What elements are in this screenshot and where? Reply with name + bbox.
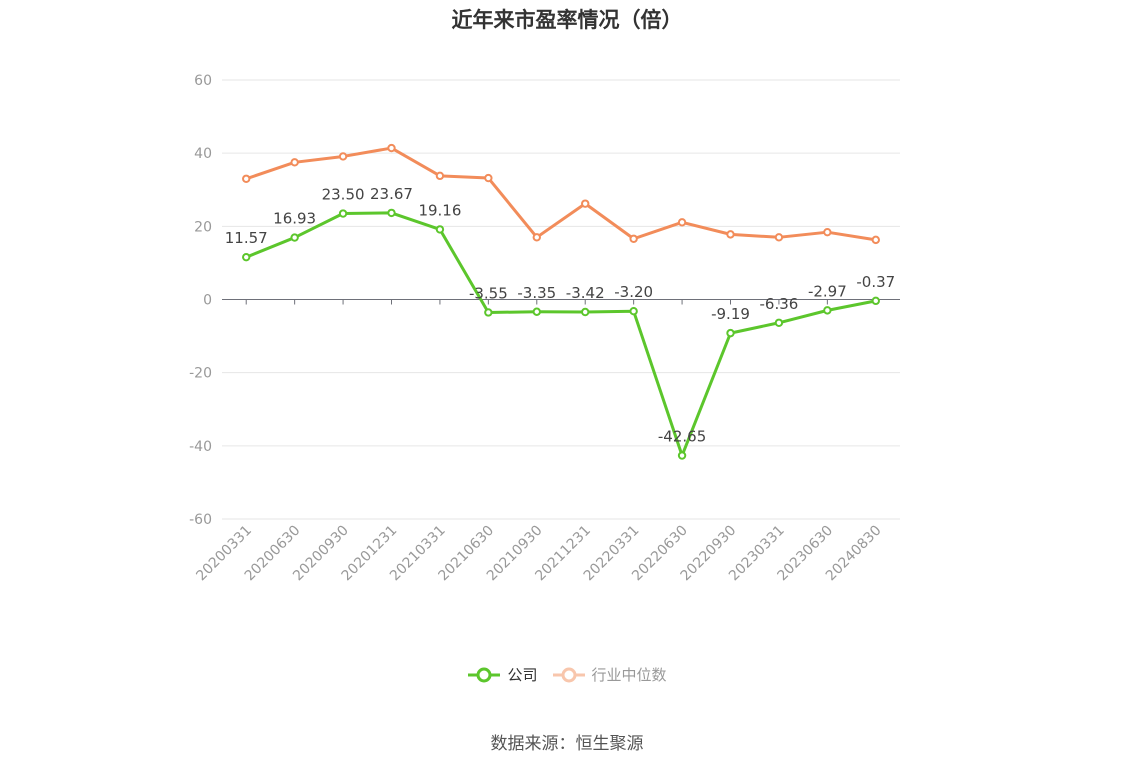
legend: 公司 行业中位数 (0, 664, 1134, 685)
y-tick-label: 40 (194, 146, 212, 162)
industry-point (677, 218, 687, 227)
industry-point (290, 158, 299, 167)
company-data-label: 23.67 (370, 185, 413, 203)
industry-point (387, 143, 396, 153)
industry-point (774, 233, 784, 242)
industry-point (726, 230, 735, 239)
company-point (290, 233, 299, 242)
company-data-label: -3.20 (614, 283, 653, 301)
data-labels: 11.57 16.93 23.50 23.67 19.16 -3.55 -3.35 -3.42… (225, 185, 895, 446)
industry-point (338, 152, 348, 161)
legend-item-industry-median[interactable]: 行业中位数 (552, 664, 667, 685)
company-data-label: -42.65 (658, 428, 706, 446)
industry-point (581, 199, 590, 208)
industry-point (532, 233, 541, 242)
industry-point (435, 171, 445, 181)
company-point (823, 306, 832, 315)
company-data-label: -6.36 (760, 295, 799, 313)
axes: 6040200-20-40-60202003312020063020200930… (189, 73, 900, 584)
y-tick-label: 60 (194, 73, 212, 89)
company-point (677, 451, 687, 460)
y-tick-label: -60 (189, 512, 212, 528)
industry-series-line (245, 146, 877, 242)
legend-label-company: 公司 (507, 666, 538, 684)
legend-company-swatch-icon (468, 667, 501, 682)
legend-industry-swatch-icon (552, 667, 585, 682)
company-data-label: 19.16 (418, 201, 461, 219)
company-data-label: 16.93 (273, 210, 316, 228)
industry-point (484, 173, 493, 183)
company-point (387, 208, 396, 218)
company-point (581, 307, 590, 317)
company-point (532, 307, 541, 316)
y-tick-label: -40 (189, 439, 212, 455)
y-tick-label: 0 (203, 293, 212, 309)
company-point (338, 209, 348, 218)
company-data-label: -9.19 (711, 305, 750, 323)
industry-point (242, 174, 251, 183)
company-data-label: 23.50 (322, 186, 365, 204)
company-point (726, 328, 735, 338)
industry-point (629, 234, 638, 243)
industry-point (871, 235, 880, 245)
industry-point (823, 227, 832, 237)
company-point (629, 307, 638, 316)
company-point (871, 296, 880, 306)
company-data-label: -3.55 (469, 284, 508, 302)
legend-label-industry-median: 行业中位数 (591, 666, 667, 684)
company-point (435, 225, 445, 234)
company-point (774, 318, 784, 327)
company-point (242, 252, 251, 262)
company-data-label: -3.35 (517, 284, 556, 302)
company-data-label: -3.42 (566, 284, 605, 302)
legend-item-company[interactable]: 公司 (467, 664, 538, 685)
series-layer (242, 143, 880, 460)
company-data-label: -0.37 (856, 273, 895, 291)
chart-title: 近年来市盈率情况（倍） (451, 8, 683, 32)
y-tick-label: -20 (189, 366, 212, 382)
company-data-label: 11.57 (225, 229, 268, 247)
source-note: 数据来源：恒生聚源 (490, 734, 644, 754)
company-data-label: -2.97 (808, 282, 847, 300)
company-series-line (245, 211, 877, 458)
y-tick-label: 20 (194, 219, 212, 235)
company-point (484, 308, 493, 317)
